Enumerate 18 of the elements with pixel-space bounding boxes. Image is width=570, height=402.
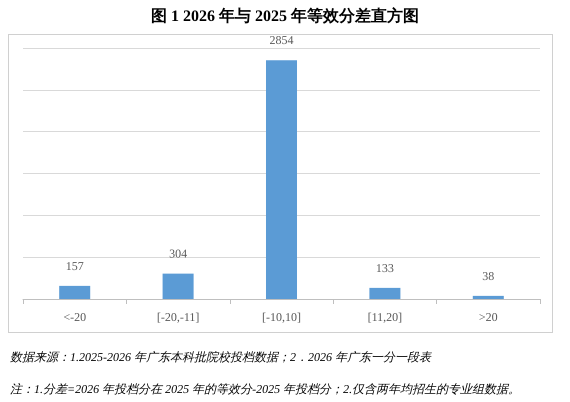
bar <box>369 288 400 299</box>
data-label: 38 <box>482 268 494 283</box>
x-tick-label: [11,20] <box>368 310 402 324</box>
data-label: 304 <box>169 246 188 261</box>
x-tick-label: >20 <box>478 310 498 324</box>
bar <box>59 286 90 299</box>
bar <box>266 60 298 299</box>
x-tick-label: [-10,10] <box>262 310 301 324</box>
chart-title: 图 1 2026 年与 2025 年等效分差直方图 <box>150 6 420 27</box>
bar <box>472 296 504 299</box>
bar <box>162 274 194 299</box>
data-label: 133 <box>376 260 394 275</box>
data-label: 2854 <box>270 33 294 48</box>
x-tick-label: <-20 <box>63 310 86 324</box>
text: 注：1.分差=2026 年投档分在 2025 年的等效分-2025 年投档分；2.仅含两年均招生的专业组数据。 <box>10 381 520 398</box>
source-note: 数据来源：1.2025-2026 年广东本科批院校投档数据；2．2026 年广东一分一段表 <box>10 349 431 366</box>
data-label: 157 <box>66 258 84 273</box>
x-tick-label: [-20,-11] <box>156 310 200 324</box>
